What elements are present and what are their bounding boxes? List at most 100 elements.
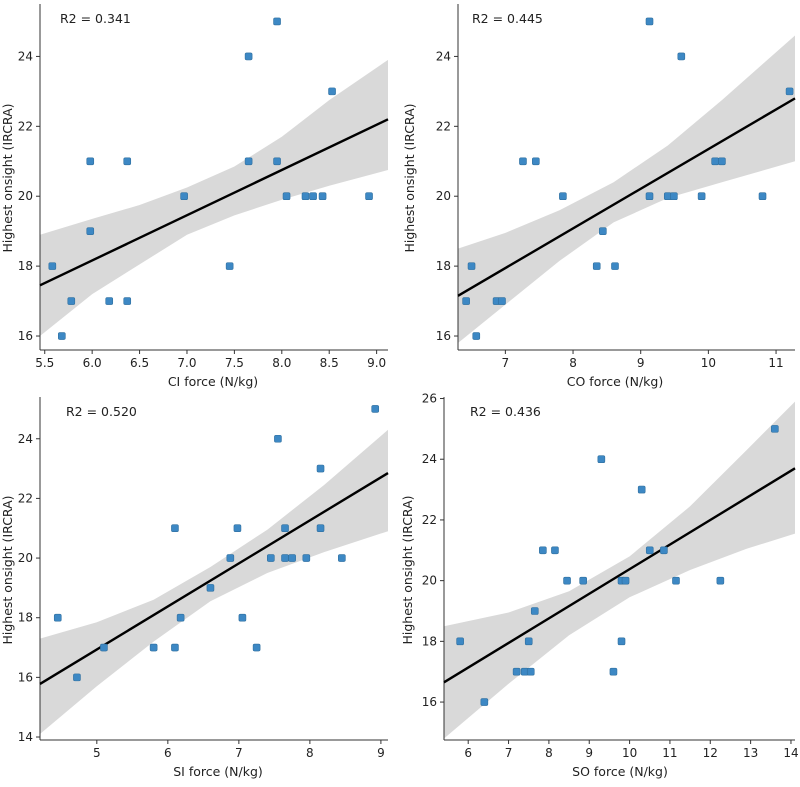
- data-point: [498, 297, 506, 305]
- x-tick-label: 9.0: [367, 356, 386, 370]
- panel-si-force: R2 = 0.520 SI force (N/kg) Highest onsig…: [0, 397, 389, 779]
- data-point: [526, 667, 535, 676]
- data-point: [718, 157, 726, 166]
- y-tick-label: 18: [18, 611, 33, 625]
- data-point: [711, 157, 719, 166]
- y-tick-label: 24: [18, 49, 33, 63]
- data-point: [328, 87, 336, 96]
- data-point: [512, 667, 521, 676]
- data-point: [338, 554, 346, 562]
- x-tick-label: 10: [701, 356, 716, 370]
- data-point: [273, 17, 281, 26]
- x-tick-label: 7: [502, 356, 510, 370]
- data-point: [302, 554, 311, 562]
- x-tick-label: 6: [164, 746, 172, 760]
- data-point: [226, 554, 235, 562]
- data-point: [105, 297, 114, 305]
- x-axis-label: CO force (N/kg): [567, 374, 663, 389]
- data-point: [281, 524, 289, 533]
- data-point: [67, 297, 76, 305]
- y-tick-label: 22: [436, 119, 451, 133]
- data-point: [86, 227, 95, 235]
- x-tick-label: 11: [662, 746, 677, 760]
- data-point: [472, 332, 481, 340]
- data-point: [267, 554, 275, 562]
- data-point: [48, 262, 57, 270]
- data-point: [579, 576, 587, 585]
- data-point: [559, 192, 567, 201]
- x-tick-label: 11: [768, 356, 783, 370]
- x-tick-label: 12: [703, 746, 718, 760]
- data-point: [274, 434, 282, 443]
- data-point: [316, 464, 325, 473]
- data-point: [252, 643, 261, 652]
- x-tick-label: 8.5: [320, 356, 339, 370]
- data-point: [539, 546, 547, 555]
- data-point: [149, 643, 158, 652]
- data-point: [462, 297, 470, 305]
- y-axis-label: Highest onsight (IRCRA): [402, 103, 417, 252]
- data-point: [456, 637, 464, 646]
- data-point: [551, 546, 559, 555]
- data-point: [716, 576, 725, 585]
- data-point: [645, 17, 654, 26]
- data-point: [288, 554, 296, 562]
- data-point: [597, 455, 606, 464]
- y-tick-label: 16: [422, 695, 437, 709]
- data-point: [672, 576, 680, 585]
- data-point: [480, 698, 489, 706]
- x-tick-label: 7.5: [225, 356, 244, 370]
- y-tick-label: 22: [422, 513, 437, 527]
- data-point: [206, 584, 215, 592]
- y-tick-label: 24: [18, 432, 33, 446]
- data-point: [532, 157, 540, 166]
- data-point: [123, 157, 132, 166]
- data-point: [670, 192, 678, 201]
- y-tick-label: 24: [436, 49, 451, 63]
- y-tick-label: 14: [18, 730, 33, 744]
- data-point: [180, 192, 188, 201]
- x-tick-label: 6.5: [130, 356, 149, 370]
- regression-line: [39, 472, 389, 685]
- x-tick-label: 8: [545, 746, 553, 760]
- x-tick-label: 14: [783, 746, 798, 760]
- y-tick-label: 16: [18, 329, 33, 343]
- data-point: [318, 192, 327, 201]
- data-point: [697, 192, 706, 201]
- data-point: [371, 405, 380, 413]
- data-point: [233, 524, 242, 533]
- data-point: [244, 52, 253, 61]
- data-point: [617, 637, 626, 646]
- data-point: [758, 192, 767, 201]
- y-tick-label: 16: [18, 670, 33, 684]
- x-tick-label: 5: [93, 746, 101, 760]
- r2-annotation: R2 = 0.341: [60, 11, 131, 26]
- data-point: [467, 262, 476, 270]
- y-tick-label: 16: [436, 329, 451, 343]
- panel-co-force: R2 = 0.445 CO force (N/kg) Highest onsig…: [402, 4, 796, 389]
- data-point: [530, 607, 539, 615]
- data-point: [86, 157, 95, 166]
- data-point: [563, 576, 571, 585]
- data-point: [592, 262, 601, 270]
- regression-line: [443, 467, 796, 684]
- r2-annotation: R2 = 0.520: [66, 404, 137, 419]
- data-point: [645, 192, 654, 201]
- y-axis-label: Highest onsight (IRCRA): [400, 495, 415, 644]
- y-tick-label: 18: [18, 259, 33, 273]
- x-tick-label: 8: [306, 746, 314, 760]
- data-point: [53, 613, 62, 622]
- x-tick-label: 13: [743, 746, 758, 760]
- data-point: [621, 576, 630, 585]
- data-point: [281, 554, 289, 562]
- data-point: [645, 546, 654, 555]
- data-point: [309, 192, 317, 201]
- confidence-band: [40, 429, 388, 734]
- data-point: [785, 87, 794, 96]
- x-tick-label: 6.0: [83, 356, 102, 370]
- data-point: [244, 157, 253, 166]
- y-tick-label: 18: [422, 634, 437, 648]
- data-point: [225, 262, 234, 270]
- regression-line: [39, 118, 389, 287]
